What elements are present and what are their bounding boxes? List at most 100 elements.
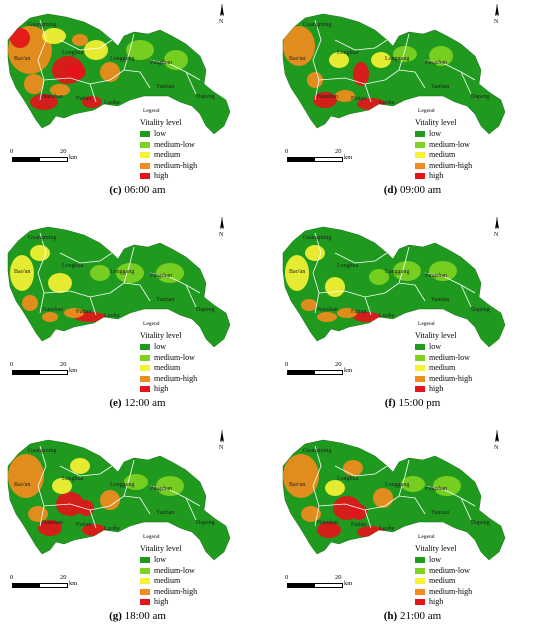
district-boundary [37, 19, 47, 101]
district-boundary [398, 459, 410, 497]
district-boundary [384, 69, 426, 89]
legend-item: medium-low [140, 566, 260, 577]
north-arrow-icon: N [494, 430, 499, 450]
legend-swatch [140, 344, 150, 351]
legend-swatch [415, 375, 425, 382]
panel-caption: (e) 12:00 am [0, 397, 275, 409]
place-label: Longgang [385, 482, 409, 488]
legend-item: medium-high [415, 587, 535, 598]
district-boundary [123, 246, 135, 284]
vitality-patch [329, 52, 349, 68]
district-boundary [185, 284, 197, 308]
panel-letter: (d) [383, 184, 398, 196]
district-boundary [185, 71, 197, 95]
map-panel: Guangming Bao'an Longgang Pingshan Nanshan Fu… [275, 0, 550, 213]
legend-swatch [415, 567, 425, 574]
place-label: Longgang [110, 56, 134, 62]
legend-swatch [415, 557, 425, 564]
district-boundary [59, 252, 113, 264]
legend-swatch [415, 173, 425, 180]
district-boundary [37, 445, 47, 527]
scale-bar: 0 20 km [285, 148, 365, 164]
legend-label: medium-high [154, 586, 198, 596]
place-label: Longhua [62, 50, 84, 56]
legend: Legend Vitality level low medium-low medium m… [140, 319, 260, 395]
vitality-patch [116, 263, 144, 283]
place-label: Dapeng [196, 94, 215, 100]
district-boundary [318, 503, 386, 511]
legend-swatch [415, 141, 425, 148]
place-label: Dapeng [196, 307, 215, 313]
legend-swatch [140, 578, 150, 585]
vitality-patch [24, 74, 44, 94]
district-boundary [312, 232, 322, 314]
place-label: Luohu [104, 526, 120, 532]
legend-title: Legend [418, 321, 435, 327]
district-boundary [89, 296, 97, 316]
vitality-patch [433, 476, 461, 496]
place-label: Longhua [337, 476, 359, 482]
legend-subtitle: Vitality level [140, 118, 182, 127]
place-label: Dapeng [471, 307, 490, 313]
legend-item: high [415, 384, 535, 395]
north-label: N [494, 19, 499, 24]
district-boundary [109, 282, 151, 302]
panel-time: 09:00 am [399, 184, 442, 196]
district-boundary [364, 509, 372, 529]
district-boundary [123, 459, 135, 497]
legend: Legend Vitality level low medium-low medium m… [415, 532, 535, 608]
north-arrow-icon: N [494, 4, 499, 24]
district-map: Guangming Bao'an Longgang Pingshan Nanshan Fu… [7, 226, 231, 348]
place-label: Longhua [62, 476, 84, 482]
place-label: Luohu [379, 526, 395, 532]
district-boundary [318, 77, 386, 85]
legend-item: high [415, 597, 535, 608]
legend-label: low [429, 129, 441, 139]
district-boundary [89, 509, 97, 529]
place-label: Guangming [28, 448, 56, 454]
place-label: Pingshan [150, 486, 172, 492]
legend-item: high [140, 384, 260, 395]
legend-label: medium [154, 363, 181, 373]
district-boundary [460, 284, 472, 308]
vitality-patch [30, 94, 58, 110]
legend-swatch [415, 152, 425, 159]
legend-swatch [415, 131, 425, 138]
district-boundary [364, 83, 372, 103]
legend-label: low [154, 555, 166, 565]
vitality-patch [343, 460, 363, 476]
district-boundary [318, 290, 386, 298]
vitality-patch [90, 265, 110, 281]
legend-label: medium-high [429, 586, 473, 596]
place-label: Guangming [28, 235, 56, 241]
place-label: Pingshan [425, 273, 447, 279]
legend-label: medium-high [429, 373, 473, 383]
vitality-patch [100, 490, 120, 510]
place-label: Pingshan [425, 60, 447, 66]
district-boundary [364, 296, 372, 316]
vitality-patch [325, 277, 345, 297]
panel-caption: (f) 15:00 pm [275, 397, 550, 409]
legend-swatch [415, 599, 425, 606]
district-boundary [334, 252, 388, 264]
vitality-patch [50, 84, 70, 96]
legend-title: Legend [143, 534, 160, 540]
legend-item: medium [140, 576, 260, 587]
panel-time: 06:00 am [124, 184, 166, 196]
map-panel: Guangming Bao'an Longgang Pingshan Nanshan Fu… [275, 426, 550, 639]
scale-start: 0 [285, 574, 289, 581]
place-label: Bao'an [289, 482, 305, 488]
legend-swatch [140, 365, 150, 372]
district-boundary [109, 69, 151, 89]
district-boundary [43, 503, 111, 511]
legend-title: Legend [418, 108, 435, 114]
vitality-patch [369, 269, 389, 285]
scale-unit: km [69, 367, 78, 374]
vitality-patch [30, 245, 50, 261]
place-label: Futian [76, 96, 91, 102]
legend-label: medium-low [429, 352, 470, 362]
legend-label: medium [429, 363, 456, 373]
north-label: N [219, 445, 224, 450]
legend-item: medium-high [415, 374, 535, 385]
place-label: Longhua [62, 263, 84, 269]
